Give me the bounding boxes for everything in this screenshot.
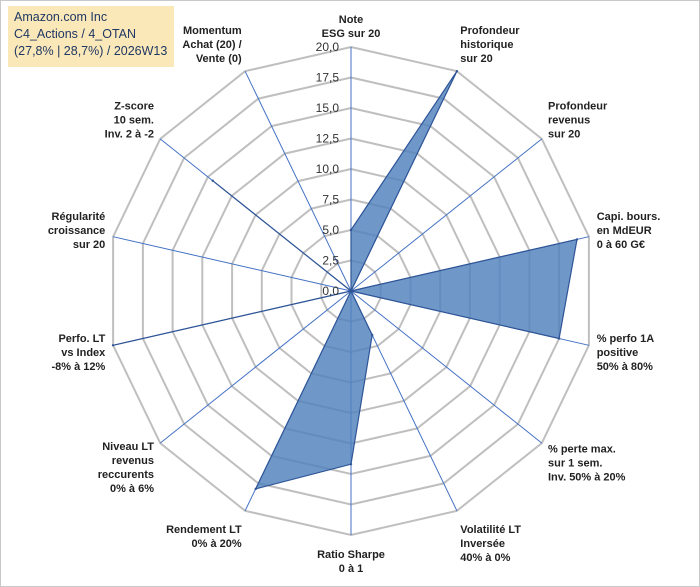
tick-label: 12,5 (316, 132, 340, 146)
tick-label: 15,0 (316, 101, 340, 115)
tick-label: 5,0 (322, 223, 339, 237)
axis-label: Momentum (183, 25, 242, 37)
axis-label: Inversée (460, 538, 505, 550)
data-point (349, 463, 353, 466)
axis-label: sur 20 (460, 53, 492, 65)
axis-label: Perfo. LT (58, 333, 105, 345)
data-point (575, 238, 579, 241)
axis-label: revenus (112, 455, 154, 467)
data-point (349, 289, 353, 293)
axis-label: Ratio Sharpe (317, 549, 385, 561)
axis-label: Inv. 50% à 20% (548, 472, 626, 484)
data-point (349, 228, 353, 232)
tick-label: 7,5 (322, 193, 339, 207)
axis-label: Régularité (52, 211, 106, 223)
axis-label: Volatilité LT (460, 524, 521, 536)
axis-label: Niveau LT (102, 441, 154, 453)
axis-label: sur 20 (548, 129, 580, 141)
axis-label: vs Index (61, 347, 106, 359)
axis-label: 40% à 0% (460, 552, 510, 564)
axis-label: % perte max. (548, 444, 616, 456)
radial-tick-labels: 0,0 2,5 5,0 7,5 10,0 12,5 15,0 17,5 20,0 (316, 40, 340, 298)
axis-label: sur 20 (73, 239, 105, 251)
axis-label: Inv. 2 à -2 (105, 129, 154, 141)
axis-label: 0% à 6% (110, 483, 154, 495)
company-name: Amazon.com Inc (14, 10, 108, 24)
axis-label: Vente (0) (196, 53, 242, 65)
data-point (111, 344, 115, 347)
axis-label: revenus (548, 115, 590, 127)
data-point (557, 337, 561, 340)
tick-label: 10,0 (316, 162, 340, 176)
data-point (211, 179, 214, 182)
axis-labels: Note ESG sur 20 Profondeur historique sur 20… (48, 14, 660, 575)
tick-label: 0,0 (322, 284, 339, 298)
axis-label: % perfo 1A (597, 333, 655, 345)
axis-label: sur 1 sem. (548, 458, 602, 470)
axis-label: Profondeur (460, 25, 520, 37)
tick-label: 17,5 (316, 71, 340, 85)
data-point (254, 487, 257, 491)
axis-label: Profondeur (548, 101, 608, 113)
axis-label: Capi. bours. (597, 211, 661, 223)
series-area (112, 70, 578, 490)
data-point (455, 70, 459, 73)
axis-label: Achat (20) / (182, 39, 241, 51)
axis-label: positive (597, 347, 639, 359)
axis-spoke (112, 236, 352, 292)
axis-label: 0 à 1 (339, 563, 363, 575)
axis-spoke (244, 70, 352, 292)
axis-label: Rendement LT (166, 524, 242, 536)
tick-label: 2,5 (322, 254, 339, 268)
axis-spoke (350, 138, 543, 292)
axis-label: historique (460, 39, 513, 51)
axis-label: 0% à 20% (192, 538, 242, 550)
axis-label: 50% à 80% (597, 361, 653, 373)
axis-label: croissance (48, 225, 105, 237)
tick-label: 20,0 (316, 40, 340, 54)
info-box: Amazon.com Inc C4_Actions / 4_OTAN (27,8… (8, 6, 174, 67)
axis-label: en MdEUR (597, 225, 652, 237)
axis-spoke (159, 290, 352, 444)
axis-label: 0 à 60 G€ (597, 239, 645, 251)
axis-label: -8% à 12% (51, 361, 105, 373)
axis-spoke (350, 290, 543, 444)
axis-label: Note (339, 14, 363, 26)
axis-label: 10 sem. (114, 115, 154, 127)
radar-series (111, 70, 579, 491)
axis-label: Z-score (114, 101, 154, 113)
score-period-label: (27,8% | 28,7%) / 2026W13 (14, 44, 168, 58)
axis-label: reccurents (98, 469, 154, 481)
data-point (371, 333, 374, 337)
portfolio-label: C4_Actions / 4_OTAN (14, 27, 137, 41)
axis-label: ESG sur 20 (322, 28, 381, 40)
